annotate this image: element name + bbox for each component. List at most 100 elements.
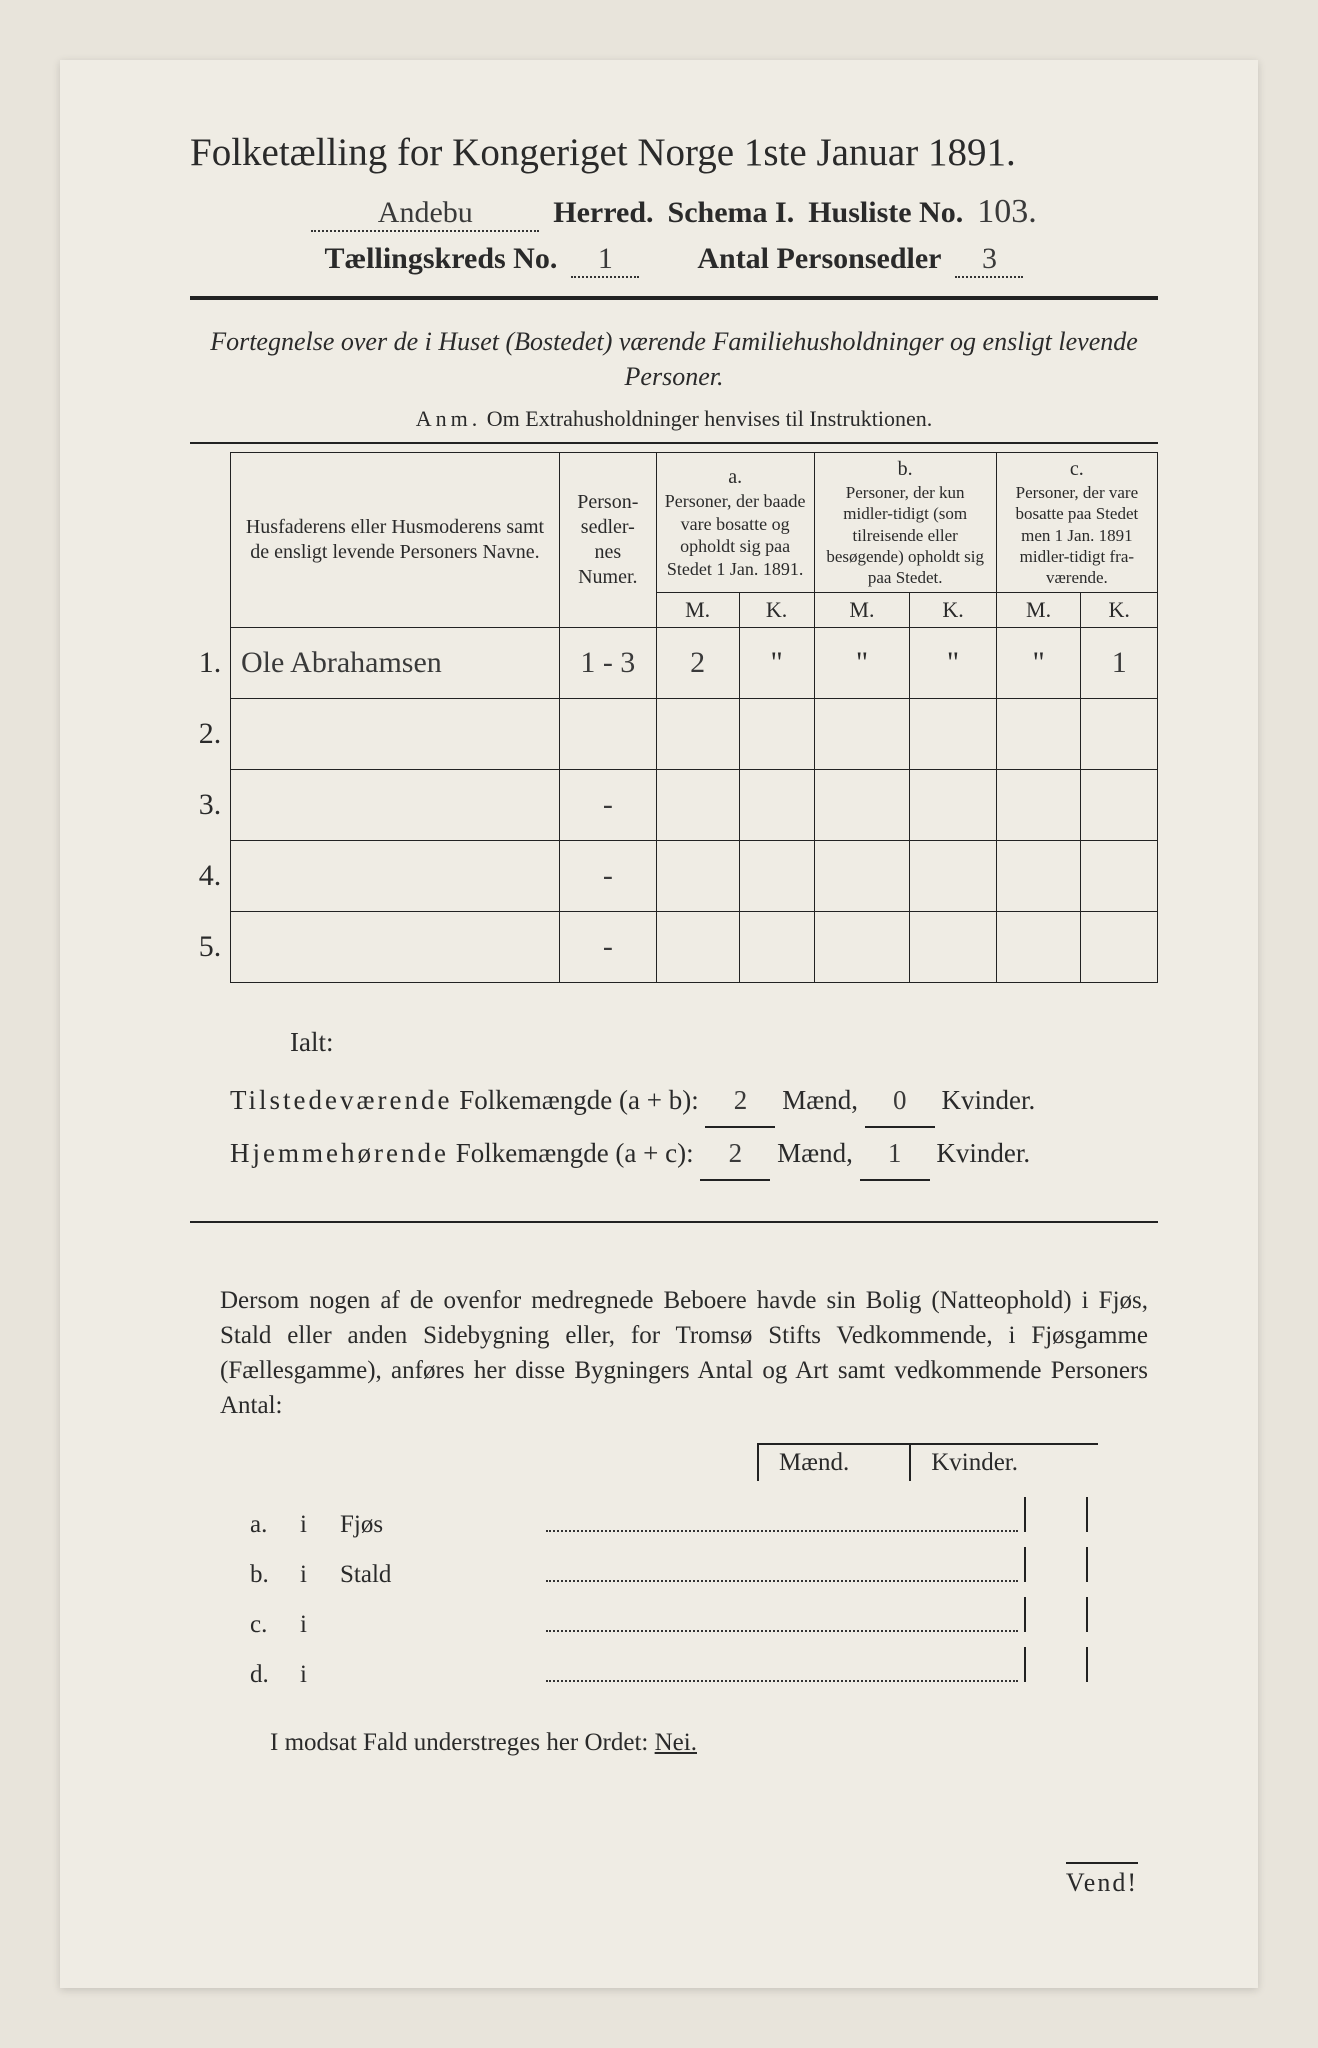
outbuilding-para: Dersom nogen af de ovenfor medregnede Be…	[220, 1283, 1148, 1423]
a-k-cell: "	[739, 628, 814, 699]
c-m-cell: "	[996, 628, 1081, 699]
sub-letter: b.	[250, 1561, 300, 1589]
col-c-top: c. Personer, der vare bosatte paa Stedet…	[996, 453, 1157, 593]
c-m-cell	[996, 770, 1081, 841]
a-m-cell	[656, 770, 739, 841]
header-row-1: Andebu Herred. Schema I. Husliste No. 10…	[190, 193, 1158, 232]
row-number: 3.	[190, 770, 231, 841]
b-m-cell	[814, 841, 910, 912]
sub-i: i	[300, 1511, 340, 1539]
antal-label: Antal Personsedler	[697, 242, 941, 276]
dotted-line	[546, 1660, 1018, 1682]
resident-women: 1	[860, 1128, 930, 1181]
col-c-m: M.	[996, 593, 1081, 628]
resident-men: 2	[700, 1128, 770, 1181]
row-number: 1.	[190, 628, 231, 699]
col-b-k: K.	[910, 593, 996, 628]
mk-men: Mænd.	[757, 1445, 869, 1481]
b-k-cell	[910, 841, 996, 912]
sub-k-col	[1086, 1547, 1148, 1582]
col-b-m: M.	[814, 593, 910, 628]
row-number: 5.	[190, 912, 231, 983]
sub-i: i	[300, 1611, 340, 1639]
c-k-cell	[1081, 841, 1158, 912]
b-m-cell: "	[814, 628, 910, 699]
sub-m-col	[1024, 1547, 1086, 1582]
sub-letter: c.	[250, 1611, 300, 1639]
dotted-line	[546, 1610, 1018, 1632]
dotted-line	[546, 1560, 1018, 1582]
num-cell: -	[559, 841, 656, 912]
sub-m-col	[1024, 1647, 1086, 1682]
c-m-cell	[996, 699, 1081, 770]
a-k-cell	[739, 841, 814, 912]
b-k-cell	[910, 770, 996, 841]
present-men: 2	[705, 1075, 775, 1128]
outbuilding-list: a.iFjøsb.iStaldc.id.i	[250, 1497, 1148, 1689]
anm-line: Anm. Om Extrahusholdninger henvises til …	[190, 406, 1158, 432]
sub-text: Stald	[340, 1561, 540, 1589]
outbuilding-row: b.iStald	[250, 1547, 1148, 1589]
herred-value: Andebu	[311, 196, 539, 232]
divider	[190, 442, 1158, 444]
row-number: 2.	[190, 699, 231, 770]
nei-line: I modsat Fald understreges her Ordet: Ne…	[270, 1729, 1158, 1757]
a-m-cell	[656, 699, 739, 770]
vend-label: Vend!	[1066, 1862, 1138, 1898]
kreds-value: 1	[571, 242, 639, 278]
c-k-cell: 1	[1081, 628, 1158, 699]
a-k-cell	[739, 699, 814, 770]
totals-line-2: Hjemmehørende Folkemængde (a + c): 2 Mæn…	[230, 1128, 1148, 1181]
schema-label: Schema I.	[668, 196, 795, 230]
present-women: 0	[865, 1075, 935, 1128]
c-k-cell	[1081, 770, 1158, 841]
kreds-label: Tællingskreds No.	[325, 242, 558, 276]
header-row-2: Tællingskreds No. 1 Antal Personsedler 3	[190, 242, 1158, 278]
c-k-cell	[1081, 912, 1158, 983]
table-row: 3. -	[190, 770, 1158, 841]
divider	[190, 296, 1158, 300]
nei-word: Nei.	[655, 1729, 697, 1756]
page-title: Folketælling for Kongeriget Norge 1ste J…	[190, 130, 1158, 175]
c-m-cell	[996, 912, 1081, 983]
mk-women: Kvinder.	[909, 1445, 1038, 1481]
col-num-header: Person- sedler- nes Numer.	[559, 453, 656, 628]
outbuilding-row: d.i	[250, 1647, 1148, 1689]
col-a-m: M.	[656, 593, 739, 628]
sub-k-col	[1086, 1647, 1148, 1682]
table-row: 5.-	[190, 912, 1158, 983]
b-k-cell	[910, 912, 996, 983]
husliste-label: Husliste No.	[808, 196, 963, 230]
census-table: Husfaderens eller Husmoderens samt de en…	[190, 452, 1158, 983]
b-k-cell	[910, 699, 996, 770]
sub-k-col	[1086, 1497, 1148, 1532]
name-cell	[231, 912, 560, 983]
totals-line-1: Tilstedeværende Folkemængde (a + b): 2 M…	[230, 1075, 1148, 1128]
c-m-cell	[996, 841, 1081, 912]
herred-label: Herred.	[553, 196, 653, 230]
husliste-value: 103.	[977, 193, 1037, 231]
b-m-cell	[814, 912, 910, 983]
divider	[190, 1221, 1158, 1223]
b-k-cell: "	[910, 628, 996, 699]
sub-text: Fjøs	[340, 1511, 540, 1539]
intro-text: Fortegnelse over de i Huset (Bostedet) v…	[210, 324, 1138, 394]
table-row: 2.	[190, 699, 1158, 770]
num-cell	[559, 699, 656, 770]
outbuilding-row: a.iFjøs	[250, 1497, 1148, 1539]
a-m-cell	[656, 841, 739, 912]
a-k-cell	[739, 770, 814, 841]
outbuilding-row: c.i	[250, 1597, 1148, 1639]
name-cell	[231, 770, 560, 841]
num-cell: 1 - 3	[559, 628, 656, 699]
sub-i: i	[300, 1561, 340, 1589]
sub-i: i	[300, 1661, 340, 1689]
sub-letter: d.	[250, 1661, 300, 1689]
name-cell	[231, 699, 560, 770]
census-form-page: Folketælling for Kongeriget Norge 1ste J…	[60, 60, 1258, 1988]
num-cell: -	[559, 770, 656, 841]
antal-value: 3	[955, 242, 1023, 278]
a-m-cell	[656, 912, 739, 983]
name-cell: Ole Abrahamsen	[231, 628, 560, 699]
sub-letter: a.	[250, 1511, 300, 1539]
